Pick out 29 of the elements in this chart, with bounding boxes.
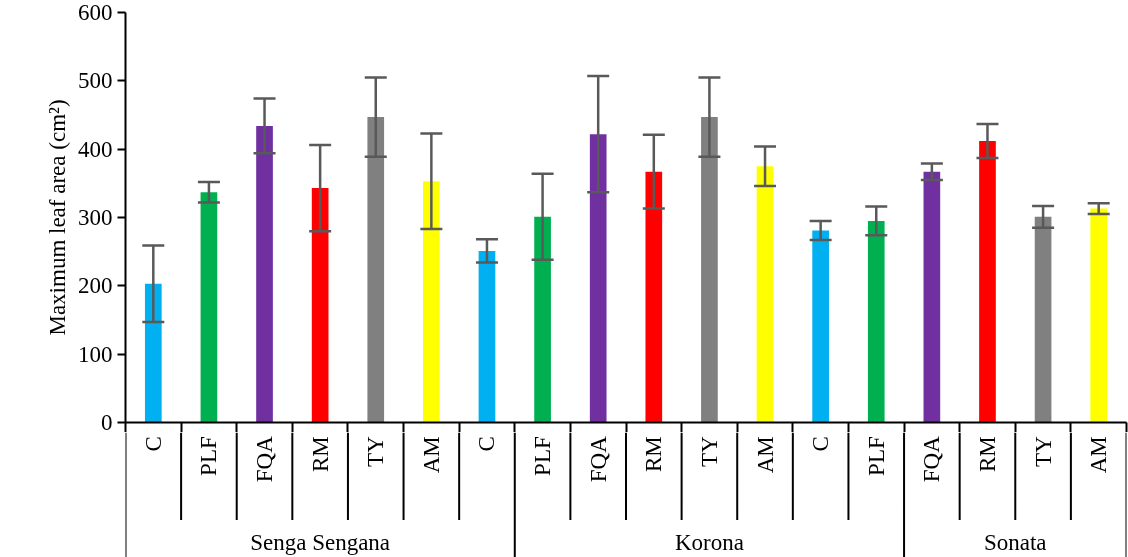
y-axis-title: Maximum leaf area (cm²) xyxy=(45,99,70,336)
x-tick-label: RM xyxy=(974,436,1000,473)
y-tick-label: 600 xyxy=(78,0,113,25)
x-tick-label: PLF xyxy=(530,436,556,476)
text: Senga Sengana xyxy=(250,530,391,555)
x-tick-label: RM xyxy=(307,436,333,473)
x-tick-label: FQA xyxy=(919,435,945,483)
x-tick-label: TY xyxy=(1030,435,1056,467)
text: Korona xyxy=(674,530,744,555)
x-tick-label: C xyxy=(140,436,166,452)
y-tick-label: 100 xyxy=(78,341,113,367)
x-tick-label: FQA xyxy=(585,435,611,483)
y-tick-label: 300 xyxy=(78,205,113,230)
x-tick-label: FQA xyxy=(252,435,278,483)
x-tick-label: PLF xyxy=(863,436,889,476)
x-tick-label: TY xyxy=(363,435,389,467)
y-tick-label: 0 xyxy=(101,410,113,435)
x-tick-label: AM xyxy=(418,436,444,474)
x-tick-label: AM xyxy=(752,436,778,474)
y-tick-label: 500 xyxy=(78,68,113,94)
x-tick-label: PLF xyxy=(196,436,222,476)
text: Sonata xyxy=(983,530,1047,555)
x-tick-label: AM xyxy=(1086,436,1112,474)
x-tick-label: C xyxy=(474,436,500,452)
y-tick-label: 400 xyxy=(78,136,113,162)
x-tick-label: RM xyxy=(641,436,667,473)
y-tick-label: 200 xyxy=(78,273,113,299)
x-tick-label: TY xyxy=(696,435,722,467)
x-tick-label: C xyxy=(808,436,834,452)
